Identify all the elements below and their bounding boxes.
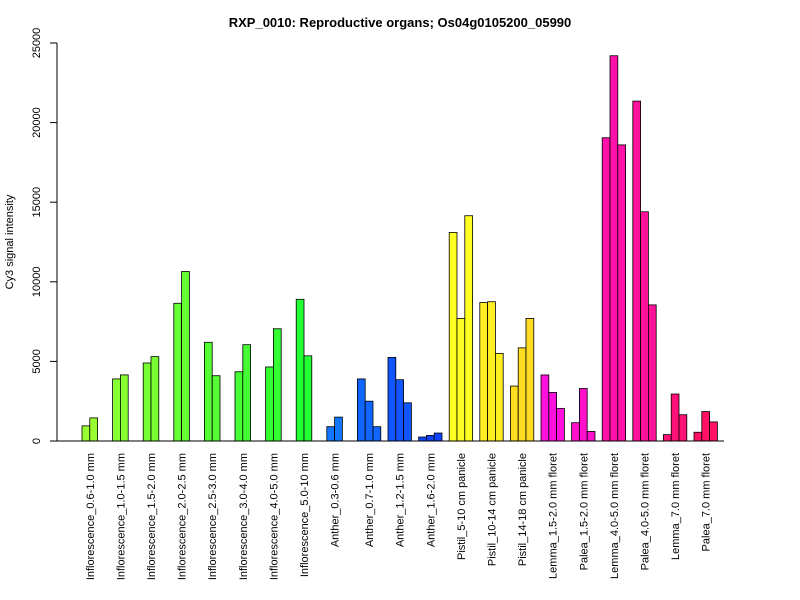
y-tick-label: 10000 — [31, 267, 43, 298]
category-label: Inflorescence_5.0-10 mm — [299, 453, 311, 577]
bar — [403, 402, 412, 442]
bar — [709, 421, 718, 442]
bar — [609, 55, 619, 442]
bar — [648, 304, 657, 442]
category-label: Pistil_14-18 cm panicle — [517, 453, 529, 566]
category-label: Palea_7.0 mm floret — [701, 453, 713, 551]
bar — [617, 144, 626, 442]
bar — [418, 436, 427, 442]
bar — [479, 302, 488, 442]
bar — [242, 344, 252, 442]
bar — [525, 318, 535, 442]
category-labels: Inflorescence_0.6-1.0 mm Inflorescence_1.… — [85, 453, 713, 580]
category-label: Lemma_4.0-5.0 mm floret — [609, 453, 621, 579]
category-label: Inflorescence_1.5-2.0 mm — [146, 453, 158, 580]
bar — [632, 100, 641, 442]
bar — [272, 328, 282, 442]
category-label: Lemma_7.0 mm floret — [670, 453, 682, 560]
bar — [556, 407, 565, 442]
bar — [303, 355, 313, 442]
bar — [540, 374, 550, 442]
y-tick-label: 20000 — [31, 107, 43, 138]
bar — [601, 137, 611, 442]
category-label: Inflorescence_3.0-4.0 mm — [238, 453, 250, 580]
chart-title: RXP_0010: Reproductive organs; Os04g0105… — [229, 15, 572, 30]
bar — [494, 353, 504, 442]
bar — [150, 356, 160, 442]
bar — [356, 378, 366, 442]
bar — [211, 375, 221, 442]
category-label: Pistil_10-14 cm panicle — [487, 453, 499, 566]
y-axis: 0 5000 10000 15000 20000 25000 — [31, 28, 58, 444]
bar — [487, 301, 496, 442]
category-label: Anther_0.7-1.0 mm — [364, 453, 376, 547]
bar — [326, 426, 335, 442]
bar — [548, 392, 557, 442]
category-label: Anther_0.3-0.6 mm — [330, 453, 342, 547]
bar — [571, 422, 580, 442]
bar — [387, 357, 397, 442]
category-label: Anther_1.2-1.5 mm — [395, 453, 407, 547]
category-label: Palea_4.0-5.0 mm floret — [640, 453, 652, 570]
y-tick-label: 15000 — [31, 187, 43, 218]
category-label: Pistil_5-10 cm panicle — [456, 453, 468, 560]
bar — [663, 434, 672, 442]
category-label: Inflorescence_4.0-5.0 mm — [268, 453, 280, 580]
y-axis-label: Cy3 signal intensity — [4, 194, 16, 289]
bar — [433, 432, 443, 442]
bar — [120, 374, 129, 442]
bar — [693, 431, 703, 442]
bar — [142, 362, 152, 442]
bar — [112, 378, 121, 442]
bar — [670, 393, 680, 442]
bar — [701, 411, 710, 442]
y-tick-label: 0 — [31, 438, 43, 444]
category-label: Inflorescence_0.6-1.0 mm — [85, 453, 97, 580]
bar — [181, 271, 190, 442]
bar — [334, 416, 343, 442]
bar — [517, 347, 527, 442]
bar — [678, 414, 688, 442]
bar — [586, 431, 596, 442]
bar — [372, 426, 382, 442]
bar — [456, 318, 466, 442]
bar — [640, 211, 649, 442]
category-label: Palea_1.5-2.0 mm floret — [578, 453, 590, 570]
y-tick-label: 25000 — [31, 28, 43, 59]
bar — [173, 302, 183, 442]
bar — [234, 371, 244, 442]
bars — [81, 55, 718, 442]
bar — [364, 400, 374, 442]
category-label: Inflorescence_2.5-3.0 mm — [207, 453, 219, 580]
category-label: Inflorescence_2.0-2.5 mm — [177, 453, 189, 580]
category-label: Lemma_1.5-2.0 mm floret — [548, 453, 560, 579]
bar — [81, 425, 91, 442]
bar — [395, 379, 404, 442]
bar — [89, 417, 99, 442]
bar — [203, 341, 213, 442]
bar — [265, 366, 274, 442]
bar — [295, 298, 305, 442]
category-label: Inflorescence_1.0-1.5 mm — [115, 453, 127, 580]
bar — [464, 215, 473, 442]
bar — [579, 388, 588, 442]
bar — [425, 435, 435, 442]
y-tick-label: 5000 — [31, 349, 43, 373]
bar — [448, 232, 458, 442]
bar — [509, 385, 519, 442]
category-label: Anther_1.6-2.0 mm — [425, 453, 437, 547]
